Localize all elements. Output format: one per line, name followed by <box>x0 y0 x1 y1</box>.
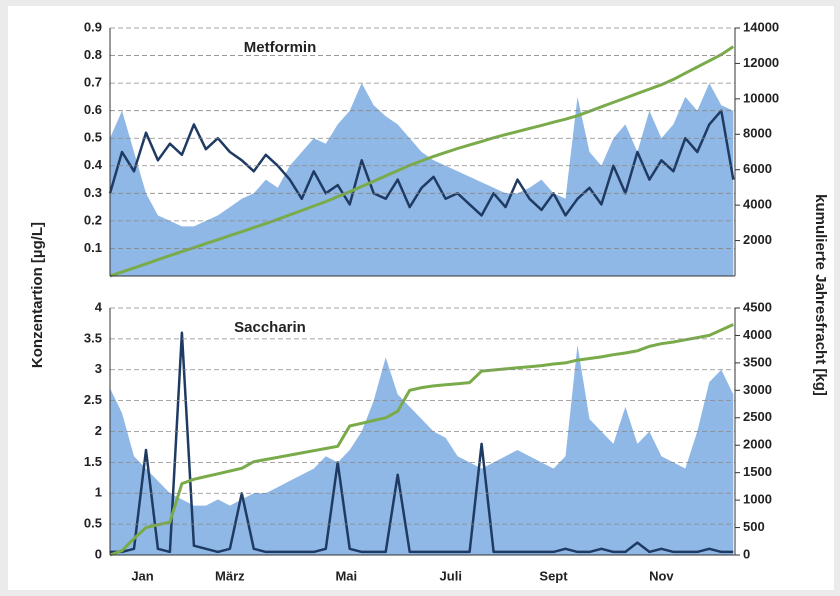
x-tick-label: März <box>215 568 245 583</box>
y-tick-label: 0.1 <box>84 240 102 255</box>
y2-tick-label: 4500 <box>743 299 772 314</box>
x-tick-label: Jan <box>131 568 153 583</box>
y-tick-label: 0 <box>95 546 102 561</box>
line <box>109 45 735 278</box>
y-tick-label: 0.8 <box>84 47 102 62</box>
y-tick-label: 3 <box>95 361 102 376</box>
y2-tick-label: 0 <box>743 546 750 561</box>
y-tick-label: 2.5 <box>84 392 102 407</box>
y-tick-label: 4 <box>95 299 103 314</box>
y2-tick-label: 14000 <box>743 19 779 34</box>
y-tick-label: 0.7 <box>84 75 102 90</box>
y2-tick-label: 4000 <box>743 197 772 212</box>
x-tick-label: Nov <box>649 568 674 583</box>
y-tick-label: 0.5 <box>84 516 102 531</box>
y2-tick-label: 500 <box>743 519 765 534</box>
y-tick-label: 0.9 <box>84 19 102 34</box>
y2-tick-label: 3000 <box>743 382 772 397</box>
y2-tick-label: 8000 <box>743 126 772 141</box>
y-tick-label: 0.6 <box>84 102 102 117</box>
y-tick-label: 0.3 <box>84 185 102 200</box>
y-tick-label: 0.5 <box>84 130 102 145</box>
line <box>109 323 734 557</box>
line <box>108 109 735 217</box>
y2-tick-label: 12000 <box>743 55 779 70</box>
y2-tick-label: 1500 <box>743 464 772 479</box>
y-tick-label: 2 <box>95 423 102 438</box>
x-tick-label: Sept <box>539 568 568 583</box>
y2-tick-label: 4000 <box>743 327 772 342</box>
y2-tick-label: 2000 <box>743 232 772 247</box>
area <box>110 345 734 555</box>
y-tick-label: 0.2 <box>84 212 102 227</box>
y-tick-label: 1 <box>95 485 102 500</box>
y2-tick-label: 6000 <box>743 161 772 176</box>
y2-tick-label: 2500 <box>743 409 772 424</box>
y-axis-label: Konzentartion [µg/L] <box>29 222 46 368</box>
area <box>110 83 734 276</box>
y-tick-label: 3.5 <box>84 330 102 345</box>
y2-tick-label: 10000 <box>743 90 779 105</box>
y-tick-label: 1.5 <box>84 454 102 469</box>
line <box>110 331 734 554</box>
x-tick-label: Juli <box>440 568 462 583</box>
x-tick-label: Mai <box>335 568 357 583</box>
y-tick-label: 0.4 <box>84 157 103 172</box>
y2-axis-label: kumulierte Jahresfracht [kg] <box>812 194 829 396</box>
y2-tick-label: 2000 <box>743 437 772 452</box>
y2-tick-label: 3500 <box>743 354 772 369</box>
y2-tick-label: 1000 <box>743 492 772 507</box>
panel-title: Saccharin <box>234 319 306 336</box>
panel-title: Metformin <box>244 39 317 56</box>
